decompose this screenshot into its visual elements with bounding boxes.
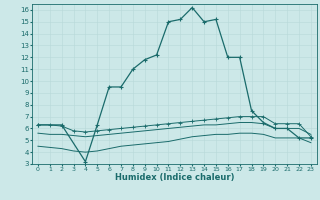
X-axis label: Humidex (Indice chaleur): Humidex (Indice chaleur): [115, 173, 234, 182]
